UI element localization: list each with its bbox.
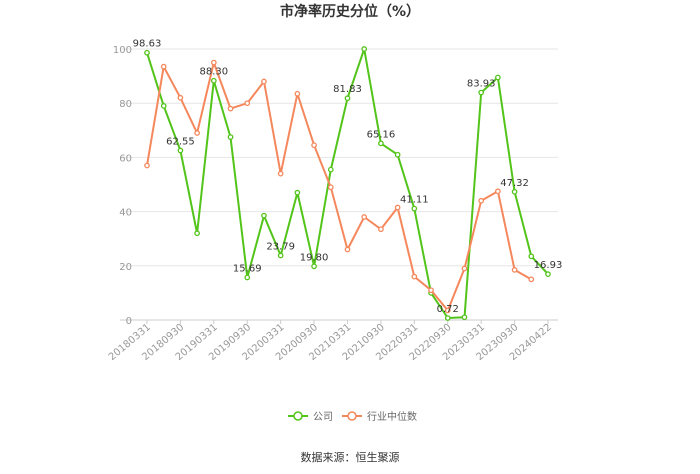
data-label: 23.79 <box>266 242 295 253</box>
series-point-0 <box>444 315 451 321</box>
series-point-1 <box>227 105 234 112</box>
y-tick-label: 40 <box>119 208 132 219</box>
legend-label: 行业中位数 <box>367 410 417 423</box>
series-point-1 <box>244 100 251 107</box>
series-point-1 <box>344 246 351 253</box>
series-point-0 <box>160 103 167 109</box>
y-tick-label: 0 <box>126 316 132 327</box>
series-layer <box>144 46 551 321</box>
series-point-0 <box>478 89 485 96</box>
series-point-0 <box>545 271 551 277</box>
series-point-0 <box>495 74 501 81</box>
series-point-0 <box>244 274 251 281</box>
data-label: 19.80 <box>300 252 329 263</box>
series-point-1 <box>361 214 368 220</box>
series-point-1 <box>277 170 284 177</box>
data-labels: 98.63 62.55 88.30 15.69 23.79 19.80 81.83 65.16… <box>133 39 563 315</box>
series-point-1 <box>444 307 451 314</box>
series-point-1 <box>160 63 167 70</box>
series-point-1 <box>378 226 384 233</box>
data-label: 98.63 <box>133 39 162 50</box>
series-point-0 <box>261 212 267 219</box>
series-point-0 <box>277 252 284 259</box>
legend-marker <box>293 411 303 421</box>
series-point-0 <box>227 134 234 140</box>
series-point-1 <box>177 94 184 101</box>
series-point-0 <box>378 140 384 147</box>
series-point-1 <box>411 273 418 280</box>
series-point-0 <box>177 147 184 154</box>
series-point-0 <box>411 205 418 212</box>
y-tick-label: 80 <box>119 99 132 110</box>
series-point-1 <box>495 188 501 195</box>
series-point-1 <box>194 130 200 136</box>
legend[interactable]: 公司 行业中位数 <box>288 410 417 423</box>
series-point-0 <box>344 95 351 102</box>
data-label: 88.30 <box>200 67 229 78</box>
y-tick-label: 100 <box>113 45 132 56</box>
source-text: 数据来源：恒生聚源 <box>301 450 400 464</box>
data-label: 83.93 <box>467 79 496 90</box>
series-line-1 <box>146 61 532 312</box>
series-point-0 <box>361 46 368 52</box>
series-point-1 <box>528 276 535 283</box>
series-point-0 <box>294 189 301 196</box>
data-label: 0.72 <box>437 304 459 315</box>
series-point-1 <box>428 287 434 294</box>
series-point-1 <box>511 267 518 273</box>
data-label: 41.11 <box>400 195 429 206</box>
series-point-1 <box>210 59 217 66</box>
y-tick-label: 20 <box>119 262 132 273</box>
series-point-0 <box>511 188 518 195</box>
legend-item-0[interactable]: 公司 <box>288 411 333 423</box>
series-point-1 <box>394 204 401 211</box>
series-point-1 <box>144 162 150 169</box>
data-label: 62.55 <box>166 136 195 147</box>
series-point-0 <box>210 77 217 84</box>
series-point-1 <box>261 78 267 85</box>
legend-label: 公司 <box>313 412 333 423</box>
series-point-0 <box>311 263 317 270</box>
x-axis: 2018033120180930201903312019093020200331… <box>107 320 554 363</box>
series-point-0 <box>528 253 535 260</box>
chart-title: 市净率历史分位（%） <box>280 3 420 20</box>
legend-marker <box>347 411 357 421</box>
series-point-1 <box>461 265 468 272</box>
series-point-1 <box>311 142 317 149</box>
legend-item-1[interactable]: 行业中位数 <box>342 410 417 423</box>
series-point-0 <box>144 49 150 56</box>
series-point-1 <box>478 197 485 204</box>
series-point-1 <box>294 90 301 97</box>
data-label: 15.69 <box>233 263 262 274</box>
data-label: 47.32 <box>500 178 529 189</box>
y-axis: 0 20 40 60 80 100 <box>113 45 132 327</box>
y-tick-label: 60 <box>119 153 132 164</box>
data-label: 16.93 <box>534 260 563 271</box>
data-label: 81.83 <box>333 84 362 95</box>
series-point-0 <box>394 151 401 158</box>
series-point-0 <box>327 166 334 173</box>
series-point-0 <box>461 314 468 321</box>
data-label: 65.16 <box>367 129 396 140</box>
series-point-0 <box>194 230 200 237</box>
series-point-1 <box>327 184 334 191</box>
